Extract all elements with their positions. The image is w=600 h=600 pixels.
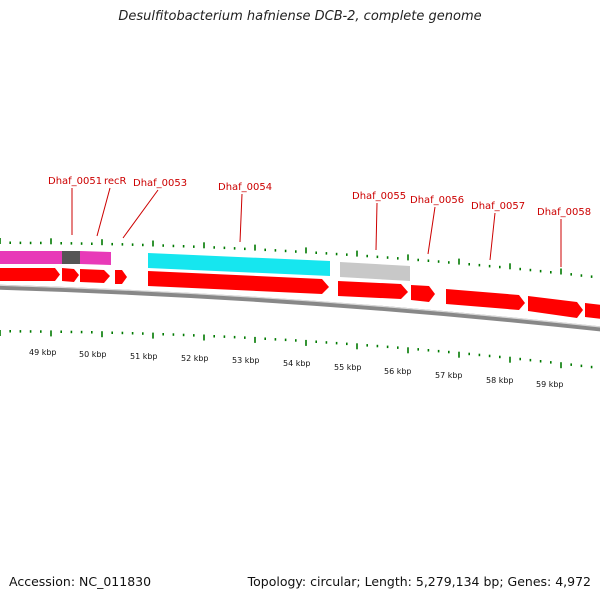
cds-arrow[interactable] (585, 303, 600, 320)
scale-labels: 49 kbp 50 kbp 51 kbp 52 kbp 53 kbp 54 kb… (29, 348, 564, 389)
genome-backbone-highlight (0, 284, 600, 328)
scale-label: 59 kbp (536, 380, 564, 389)
gene-label-recr[interactable]: recR (104, 176, 127, 187)
scale-label: 49 kbp (29, 348, 57, 357)
feature-gray[interactable] (340, 262, 410, 281)
feature-track (0, 251, 410, 281)
leader-line (96, 187, 111, 237)
cds-arrow[interactable] (446, 289, 525, 310)
scale-label: 57 kbp (435, 371, 463, 380)
feature-darkgray[interactable] (62, 251, 80, 264)
genome-summary-text: Topology: circular; Length: 5,279,134 bp… (247, 574, 591, 589)
scale-label: 51 kbp (130, 352, 158, 361)
leader-line (122, 189, 159, 239)
feature-magenta[interactable] (0, 251, 62, 264)
accession-text: Accession: NC_011830 (9, 574, 152, 589)
leader-line (239, 193, 243, 243)
cds-arrow[interactable] (148, 271, 329, 294)
gene-label-leaders (71, 187, 562, 267)
lower-tick-track (0, 330, 593, 369)
leader-line (489, 212, 496, 261)
gene-label-dhaf0054[interactable]: Dhaf_0054 (218, 182, 272, 193)
feature-magenta[interactable] (80, 251, 111, 265)
leader-line (427, 206, 436, 255)
scale-label: 55 kbp (334, 363, 362, 372)
cds-arrow[interactable] (528, 296, 583, 318)
cds-arrow[interactable] (115, 270, 127, 284)
scale-label: 50 kbp (79, 350, 107, 359)
cds-arrow[interactable] (80, 269, 110, 283)
scale-label: 58 kbp (486, 376, 514, 385)
leader-line (375, 202, 378, 251)
gene-label-dhaf0053[interactable]: Dhaf_0053 (133, 178, 187, 189)
scale-label: 54 kbp (283, 359, 311, 368)
gene-label-dhaf0057[interactable]: Dhaf_0057 (471, 201, 525, 212)
cds-arrow[interactable] (0, 268, 60, 281)
gene-label-dhaf0056[interactable]: Dhaf_0056 (410, 195, 464, 206)
map-title: Desulfitobacterium hafniense DCB-2, comp… (118, 9, 482, 24)
scale-label: 52 kbp (181, 354, 209, 363)
cds-arrow[interactable] (411, 285, 435, 302)
gene-label-dhaf0058[interactable]: Dhaf_0058 (537, 207, 591, 218)
genome-backbone (0, 284, 600, 332)
cds-arrow[interactable] (62, 268, 79, 282)
cds-track (0, 268, 600, 320)
gene-label-dhaf0051[interactable]: Dhaf_0051 (48, 176, 102, 187)
scale-label: 53 kbp (232, 356, 260, 365)
feature-cyan[interactable] (148, 253, 330, 276)
upper-tick-track (0, 238, 593, 278)
cds-arrow[interactable] (338, 281, 408, 299)
gene-labels: Dhaf_0051 recR Dhaf_0053 Dhaf_0054 Dhaf_… (48, 176, 591, 218)
scale-label: 56 kbp (384, 367, 412, 376)
gene-label-dhaf0055[interactable]: Dhaf_0055 (352, 191, 406, 202)
